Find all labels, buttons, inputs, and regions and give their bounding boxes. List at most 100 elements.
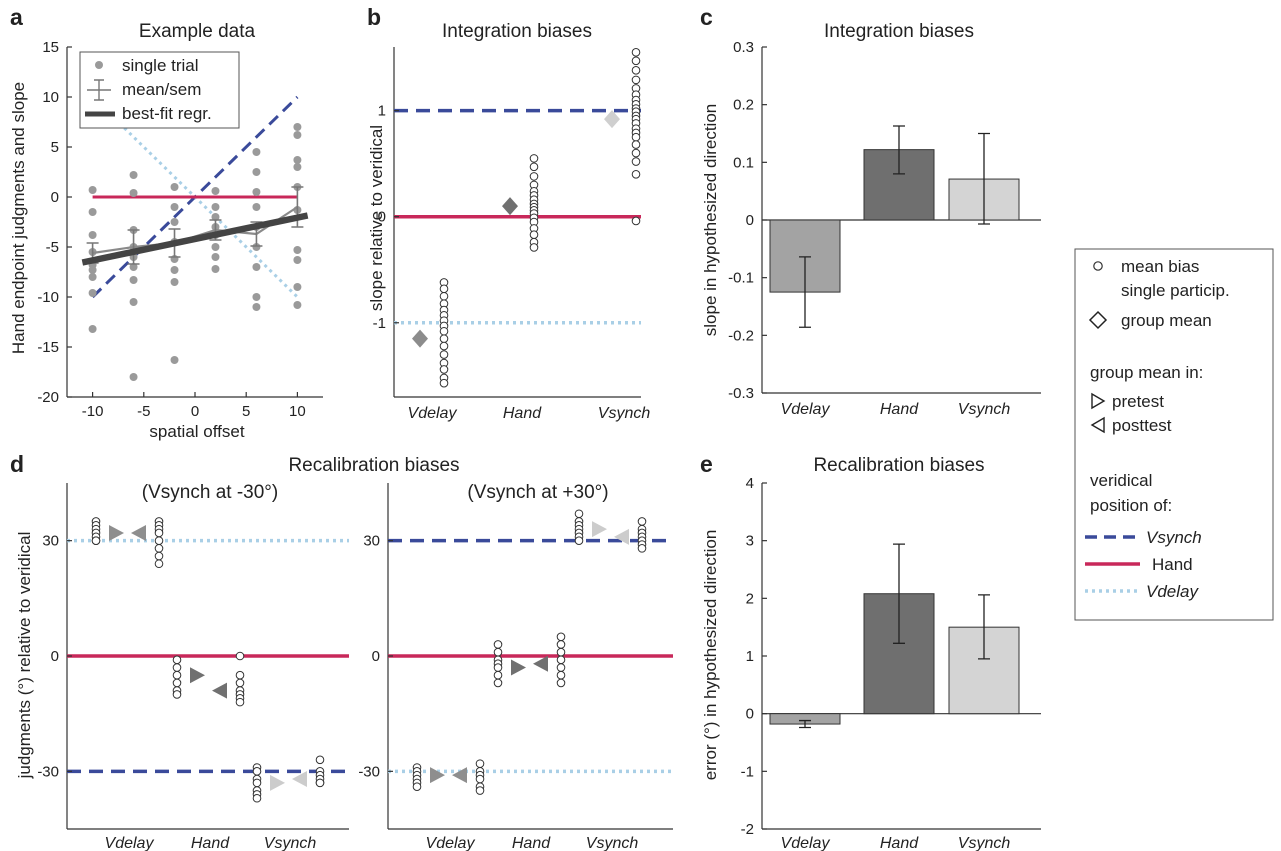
legend-pretest: pretest — [1112, 392, 1164, 411]
panel-a-trial-1-6 — [129, 263, 138, 271]
panel-d1-pretest-mean-2 — [270, 774, 285, 791]
panel-d1-post-participant-1-1 — [235, 670, 245, 680]
panel-b-participant-0-9 — [439, 334, 449, 343]
panel-d1-post-participant-0-5 — [154, 544, 164, 553]
panel-c-ytick-3-label: 0 — [746, 212, 754, 229]
panel-c-ytick-5-label: 0.2 — [733, 97, 754, 114]
panel-a-trial-5-3 — [293, 163, 302, 171]
legend-hand: Hand — [1152, 555, 1193, 574]
panel-b-group-mean-2 — [604, 110, 620, 129]
panel-e-errorbar-0 — [799, 719, 811, 729]
panel-b-participant-2-1 — [631, 56, 641, 66]
panel-a-ytick-5-label: 5 — [51, 139, 59, 156]
panel-b-ytick-2-label: 1 — [378, 103, 386, 120]
panel-b-participant-0-8 — [439, 326, 449, 336]
panel-d1-category-0: Vdelay — [105, 835, 155, 851]
panel-letter-d: d — [10, 451, 24, 477]
panel-e-category-1: Hand — [880, 835, 919, 851]
panel-d1-posttest-mean-1 — [212, 682, 227, 699]
panel-b-ytick-1-label: 0 — [378, 209, 386, 226]
panel-a-legend-mean-sem: mean/sem — [122, 80, 201, 99]
panel-a-title: Example data — [139, 21, 256, 42]
panel-d1-posttest-mean-2 — [292, 771, 307, 788]
panel-a-trial-3-1 — [211, 203, 220, 211]
panel-a-ytick-2-label: -10 — [37, 289, 59, 306]
panel-d2-pre-participant-2-6 — [574, 536, 584, 545]
legend-position-of: position of: — [1090, 496, 1172, 515]
panel-b-ytick-0-label: -1 — [373, 315, 386, 332]
panel-a-legend-single-trial: single trial — [122, 56, 199, 75]
panel-b-participant-1-0 — [529, 154, 539, 163]
panel-d1-ytick-1-label: 0 — [51, 648, 59, 665]
panel-c-ytick-0-label: -0.3 — [728, 385, 754, 402]
panel-a-trial-3-2 — [211, 213, 220, 221]
panel-e-ytick-0-label: -2 — [741, 821, 754, 838]
panel-a-trial-2-2 — [170, 218, 179, 226]
panel-a-trial-3-7 — [211, 265, 220, 273]
panel-e-title: Recalibration biases — [813, 455, 984, 476]
pretest-triangle-icon — [1091, 392, 1106, 410]
panel-a-trial-4-1 — [252, 168, 261, 176]
panel-d2-subtitle: (Vsynch at +30°) — [467, 482, 608, 503]
panel-a-trial-5-8 — [293, 283, 302, 291]
panel-e-ylabel: error (°) in hypothesized direction — [701, 530, 720, 781]
panel-a-ylabel: Hand endpoint judgments and slope — [9, 82, 28, 354]
panel-d2-post-participant-2-0 — [637, 517, 647, 526]
panel-d1-pre-participant-1-0 — [172, 655, 182, 665]
panel-b-participant-2-17 — [631, 148, 641, 158]
legend-mean-bias: mean bias — [1121, 257, 1199, 276]
panel-d2-posttest-mean-1 — [533, 655, 548, 672]
panel-a-legend-sem-marker — [87, 79, 111, 101]
panel-c-ytick-1-label: -0.2 — [728, 327, 754, 344]
panel-a-xlabel: spatial offset — [149, 422, 244, 441]
panel-a-trial-0-6 — [88, 273, 97, 281]
panel-a-trial-2-5 — [170, 266, 179, 274]
panel-d1-pretest-mean-1 — [190, 667, 205, 684]
panel-d-ylabel: judgments (°) relative to veridical — [15, 532, 34, 780]
panel-e-ytick-6-label: 4 — [746, 475, 754, 492]
panel-b-title: Integration biases — [442, 21, 592, 42]
panel-d2-pre-participant-1-1 — [493, 647, 503, 657]
panel-d2-post-participant-1-6 — [556, 678, 566, 688]
panel-b-participant-0-10 — [439, 341, 449, 351]
panel-a-trial-0-1 — [88, 208, 97, 216]
panel-a-trial-4-7 — [252, 293, 261, 301]
figure-legend: mean bias single particip. group mean gr… — [1074, 248, 1274, 621]
panel-a-ytick-6-label: 10 — [42, 89, 59, 106]
panel-a-regression-line — [81, 212, 309, 266]
legend-veridical: veridical — [1090, 471, 1152, 490]
panel-a-xtick-3-label: 5 — [242, 403, 250, 420]
panel-c-title: Integration biases — [824, 21, 974, 42]
panel-letter-c: c — [700, 4, 713, 30]
panel-c-category-0: Vdelay — [781, 401, 831, 418]
panel-a-trial-3-6 — [211, 253, 220, 261]
panel-b-participant-2-3 — [631, 75, 641, 85]
panel-d2-pre-participant-2-0 — [574, 509, 584, 519]
panel-a-trial-0-5 — [88, 266, 97, 274]
panel-c-ytick-2-label: -0.1 — [728, 270, 754, 287]
panel-a-ytick-4-label: 0 — [51, 189, 59, 206]
panel-d2-ytick-1-label: 0 — [372, 648, 380, 665]
panel-a-trial-2-7 — [170, 356, 179, 364]
panel-d2-post-participant-1-2 — [556, 647, 566, 657]
panel-d1-category-1: Hand — [191, 835, 230, 851]
panel-a-ytick-1-label: -15 — [37, 339, 59, 356]
panel-a-trial-5-7 — [293, 256, 302, 264]
panel-c-errorbar-0 — [799, 256, 811, 328]
panel-a-trial-2-1 — [170, 203, 179, 211]
panel-b-participant-2-20 — [631, 216, 641, 226]
panel-e-ytick-5-label: 3 — [746, 533, 754, 550]
panel-d2-pretest-mean-2 — [592, 521, 607, 538]
panel-d1-pre-participant-1-2 — [172, 670, 182, 680]
panel-e-errorbar-1 — [893, 543, 905, 644]
panel-a-xtick-4-label: 10 — [289, 403, 306, 420]
legend-vsynch: Vsynch — [1146, 528, 1202, 547]
panel-a-trial-0-8 — [88, 325, 97, 333]
panel-d2-pretest-mean-1 — [511, 659, 526, 676]
panel-letter-b: b — [367, 4, 381, 30]
legend-posttest: posttest — [1112, 416, 1172, 435]
panel-d2-posttest-mean-2 — [614, 528, 629, 545]
panel-e-category-0: Vdelay — [781, 835, 831, 851]
panel-d1-post-participant-0-3 — [154, 528, 164, 538]
panel-a-trial-5-9 — [293, 301, 302, 309]
